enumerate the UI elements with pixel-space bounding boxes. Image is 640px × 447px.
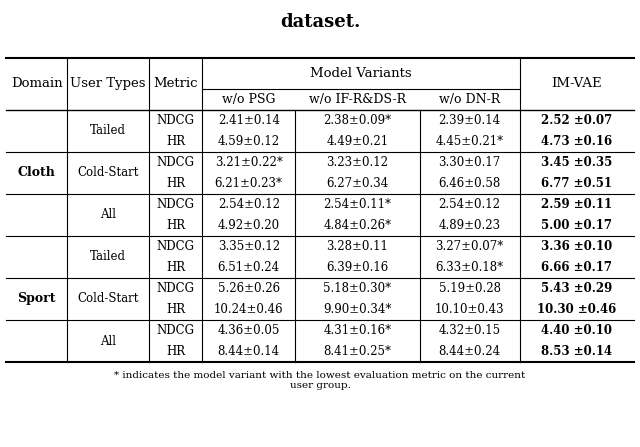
Text: Cold-Start: Cold-Start (77, 292, 139, 305)
Text: NDCG: NDCG (157, 156, 195, 169)
Text: HR: HR (166, 261, 185, 274)
Text: 8.53 ±0.14: 8.53 ±0.14 (541, 345, 612, 358)
Text: Model Variants: Model Variants (310, 67, 412, 80)
Text: 5.00 ±0.17: 5.00 ±0.17 (541, 219, 612, 232)
Text: 3.28±0.11: 3.28±0.11 (326, 240, 388, 253)
Text: 8.41±0.25*: 8.41±0.25* (323, 345, 392, 358)
Text: User Types: User Types (70, 77, 146, 90)
Text: Domain: Domain (11, 77, 63, 90)
Text: 6.46±0.58: 6.46±0.58 (438, 177, 500, 190)
Text: 10.30 ±0.46: 10.30 ±0.46 (537, 303, 616, 316)
Text: 3.45 ±0.35: 3.45 ±0.35 (541, 156, 612, 169)
Text: 2.59 ±0.11: 2.59 ±0.11 (541, 198, 612, 211)
Text: HR: HR (166, 345, 185, 358)
Text: 2.38±0.09*: 2.38±0.09* (323, 114, 392, 127)
Text: 4.89±0.23: 4.89±0.23 (438, 219, 500, 232)
Text: 4.92±0.20: 4.92±0.20 (218, 219, 280, 232)
Text: 5.43 ±0.29: 5.43 ±0.29 (541, 282, 612, 295)
Text: 4.49±0.21: 4.49±0.21 (326, 135, 388, 148)
Text: HR: HR (166, 219, 185, 232)
Text: 6.77 ±0.51: 6.77 ±0.51 (541, 177, 612, 190)
Text: 5.19±0.28: 5.19±0.28 (438, 282, 500, 295)
Text: dataset.: dataset. (280, 13, 360, 31)
Text: 3.21±0.22*: 3.21±0.22* (215, 156, 283, 169)
Text: NDCG: NDCG (157, 324, 195, 337)
Text: 4.36±0.05: 4.36±0.05 (218, 324, 280, 337)
Text: Metric: Metric (154, 77, 198, 90)
Text: Tailed: Tailed (90, 124, 126, 137)
Text: Cloth: Cloth (18, 166, 56, 179)
Text: 4.45±0.21*: 4.45±0.21* (436, 135, 504, 148)
Text: 4.32±0.15: 4.32±0.15 (438, 324, 500, 337)
Text: w/o PSG: w/o PSG (222, 93, 275, 105)
Text: 8.44±0.24: 8.44±0.24 (438, 345, 500, 358)
Text: 4.59±0.12: 4.59±0.12 (218, 135, 280, 148)
Text: 2.41±0.14: 2.41±0.14 (218, 114, 280, 127)
Text: HR: HR (166, 177, 185, 190)
Text: 5.26±0.26: 5.26±0.26 (218, 282, 280, 295)
Text: 4.31±0.16*: 4.31±0.16* (323, 324, 392, 337)
Text: 2.39±0.14: 2.39±0.14 (438, 114, 500, 127)
Text: IM-VAE: IM-VAE (551, 77, 602, 90)
Text: 6.21±0.23*: 6.21±0.23* (215, 177, 283, 190)
Text: 4.84±0.26*: 4.84±0.26* (323, 219, 392, 232)
Text: 3.36 ±0.10: 3.36 ±0.10 (541, 240, 612, 253)
Text: 8.44±0.14: 8.44±0.14 (218, 345, 280, 358)
Text: 4.73 ±0.16: 4.73 ±0.16 (541, 135, 612, 148)
Text: w/o IF-R&DS-R: w/o IF-R&DS-R (309, 93, 406, 105)
Text: 3.35±0.12: 3.35±0.12 (218, 240, 280, 253)
Text: Sport: Sport (17, 292, 56, 305)
Text: Cold-Start: Cold-Start (77, 166, 139, 179)
Text: 10.10±0.43: 10.10±0.43 (435, 303, 504, 316)
Text: 3.27±0.07*: 3.27±0.07* (436, 240, 504, 253)
Text: HR: HR (166, 135, 185, 148)
Text: NDCG: NDCG (157, 198, 195, 211)
Text: 6.66 ±0.17: 6.66 ±0.17 (541, 261, 612, 274)
Text: 2.54±0.12: 2.54±0.12 (438, 198, 500, 211)
Text: 3.30±0.17: 3.30±0.17 (438, 156, 500, 169)
Text: NDCG: NDCG (157, 282, 195, 295)
Text: 3.23±0.12: 3.23±0.12 (326, 156, 388, 169)
Text: 6.39±0.16: 6.39±0.16 (326, 261, 388, 274)
Text: 6.51±0.24: 6.51±0.24 (218, 261, 280, 274)
Text: All: All (100, 334, 116, 348)
Text: * indicates the model variant with the lowest evaluation metric on the current
u: * indicates the model variant with the l… (115, 371, 525, 390)
Text: 4.40 ±0.10: 4.40 ±0.10 (541, 324, 612, 337)
Text: All: All (100, 208, 116, 221)
Text: w/o DN-R: w/o DN-R (439, 93, 500, 105)
Text: 2.54±0.12: 2.54±0.12 (218, 198, 280, 211)
Text: NDCG: NDCG (157, 240, 195, 253)
Text: 6.27±0.34: 6.27±0.34 (326, 177, 388, 190)
Text: 2.54±0.11*: 2.54±0.11* (323, 198, 392, 211)
Text: HR: HR (166, 303, 185, 316)
Text: NDCG: NDCG (157, 114, 195, 127)
Text: 10.24±0.46: 10.24±0.46 (214, 303, 284, 316)
Text: 9.90±0.34*: 9.90±0.34* (323, 303, 392, 316)
Text: 2.52 ±0.07: 2.52 ±0.07 (541, 114, 612, 127)
Text: Tailed: Tailed (90, 250, 126, 263)
Text: 5.18±0.30*: 5.18±0.30* (323, 282, 392, 295)
Text: 6.33±0.18*: 6.33±0.18* (436, 261, 504, 274)
